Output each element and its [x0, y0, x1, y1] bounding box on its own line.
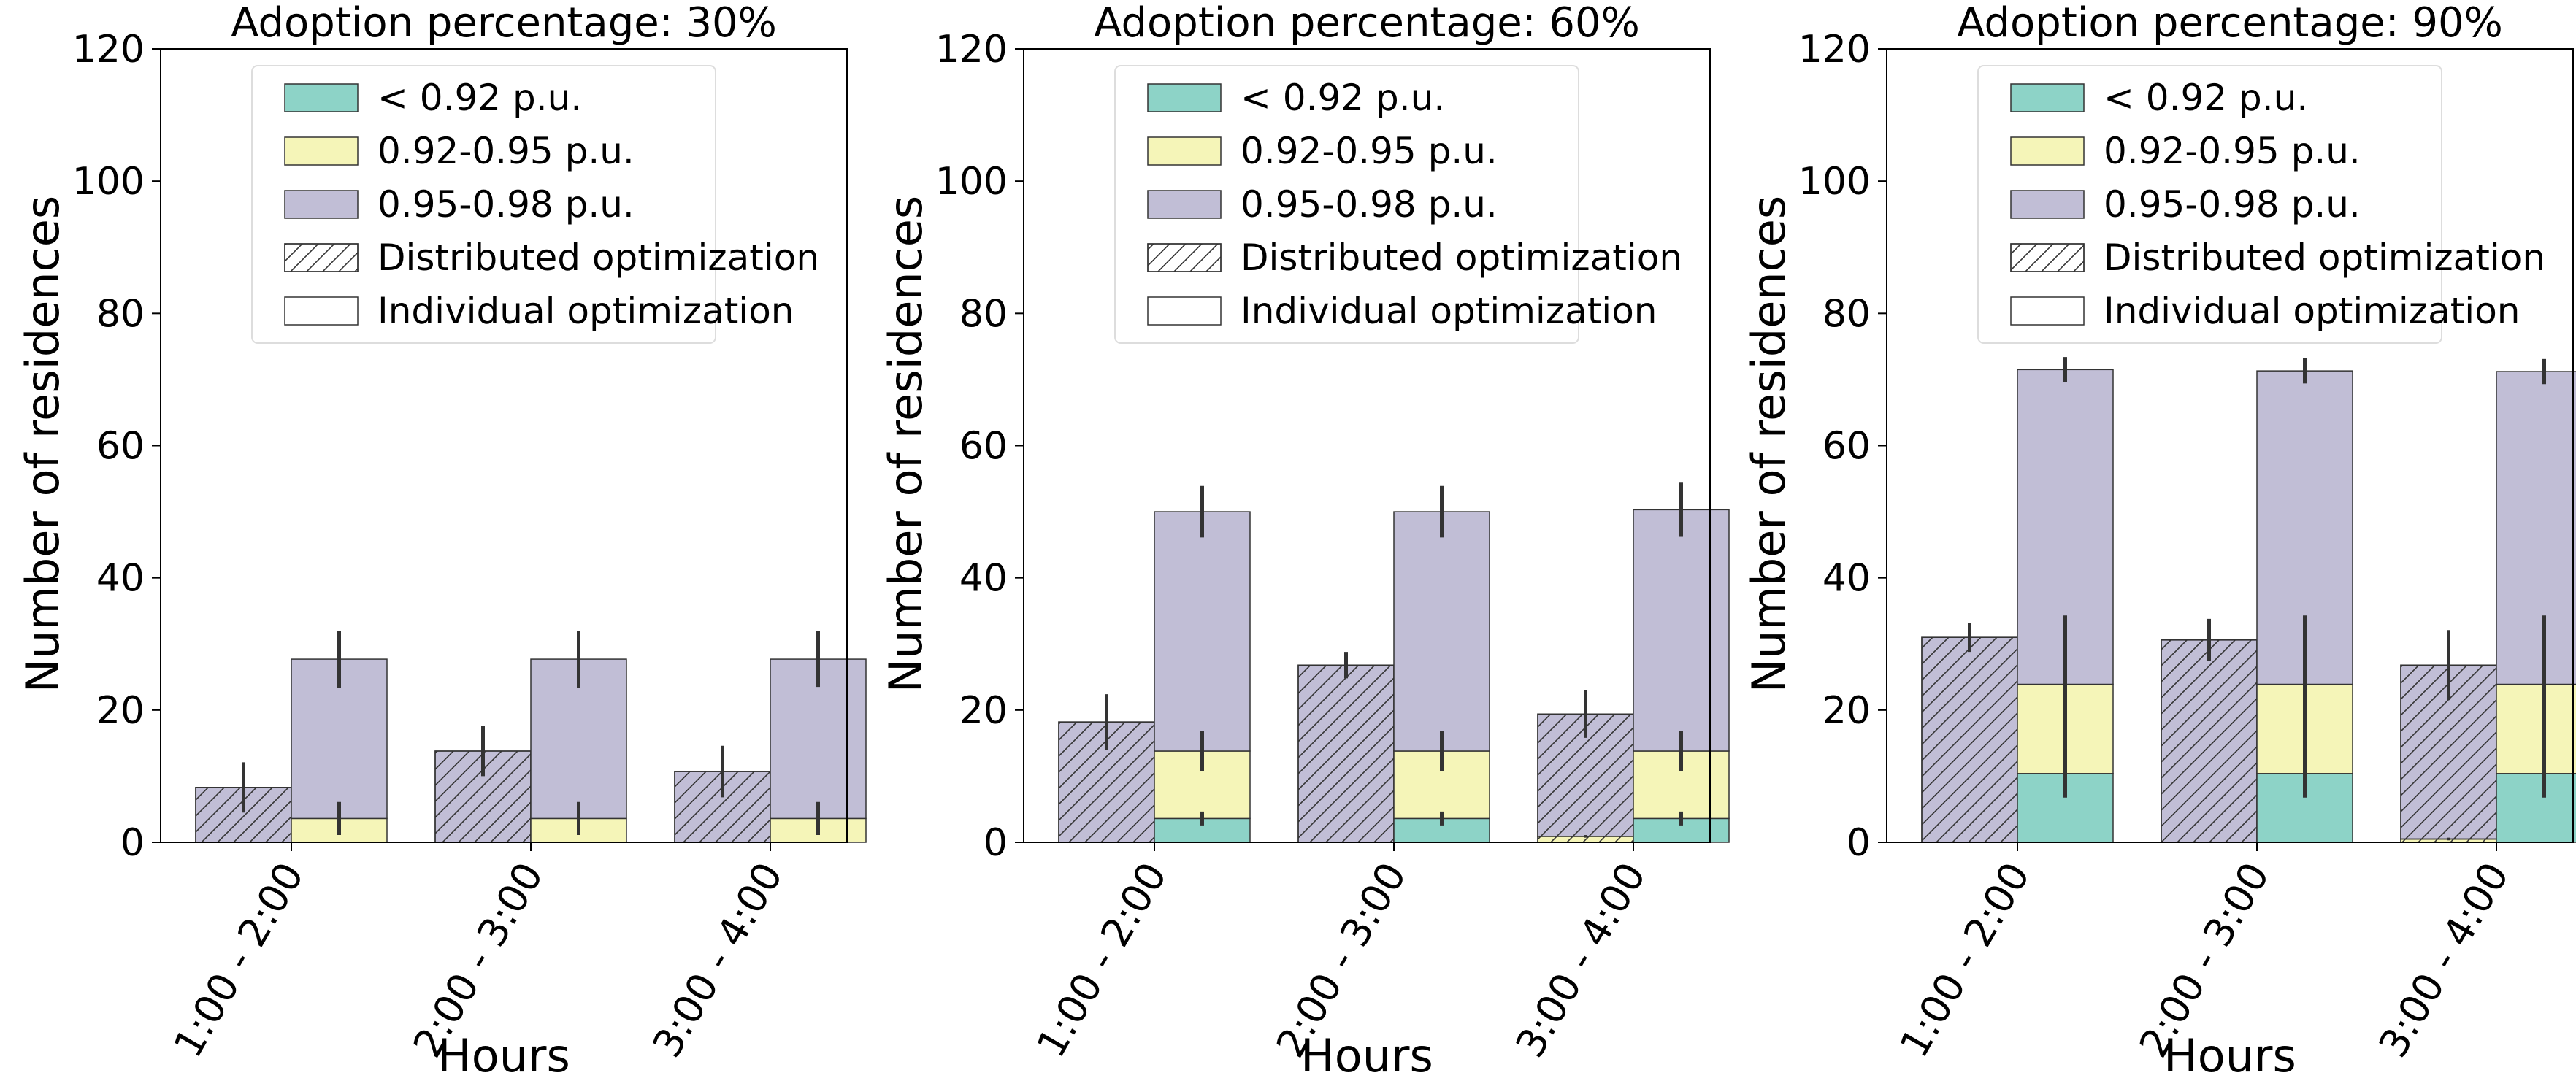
y-axis-label: Number of residences	[16, 196, 69, 693]
y-tick-label: 100	[72, 160, 145, 204]
legend-label: < 0.92 p.u.	[377, 77, 582, 119]
legend-swatch-hatch	[1147, 243, 1222, 272]
y-tick-label: 120	[935, 28, 1008, 72]
y-tick-label: 60	[96, 425, 145, 469]
bar-individual-b095_098	[1154, 511, 1251, 752]
legend-swatch	[284, 190, 359, 219]
y-tick-label: 20	[1822, 689, 1871, 733]
bar-hatch-distributed-b095_098	[2161, 639, 2258, 843]
chart-panel-2: Adoption percentage: 60% 0 20 40 60 80 100 120 N…	[879, 0, 1730, 1082]
bar-individual-b095_098	[1633, 509, 1730, 752]
x-tick-label: 1:00 - 2:00	[1028, 855, 1176, 1065]
legend-swatch	[284, 136, 359, 166]
legend-swatch	[1147, 83, 1222, 112]
x-axis-label: Hours	[437, 1029, 570, 1082]
y-tick-label: 0	[1847, 821, 1871, 865]
legend: < 0.92 p.u. 0.92-0.95 p.u. 0.95-0.98 p.u. D…	[1977, 65, 2545, 344]
legend-swatch	[1147, 296, 1222, 326]
legend-label: Distributed optimization	[377, 236, 819, 279]
y-tick-label: 120	[1798, 28, 1871, 72]
legend-swatch	[284, 83, 359, 112]
bar-individual-b095_098	[2496, 371, 2576, 685]
x-tick-label: 3:00 - 4:00	[2370, 855, 2518, 1065]
y-tick-label: 100	[1798, 160, 1871, 204]
x-axis-label: Hours	[1300, 1029, 1433, 1082]
bar-hatch-distributed-b095_098	[1921, 636, 2018, 843]
y-tick-label: 40	[959, 557, 1008, 601]
y-tick-label: 0	[120, 821, 145, 865]
legend: < 0.92 p.u. 0.92-0.95 p.u. 0.95-0.98 p.u. D…	[1114, 65, 1682, 344]
y-tick-label: 20	[96, 689, 145, 733]
chart-title: Adoption percentage: 30%	[231, 0, 777, 47]
chart-panel-1: Adoption percentage: 30% 0 20 40 60 80 100 120 N…	[16, 0, 867, 1082]
bar-individual-lt092	[2496, 773, 2576, 843]
x-axis-label: Hours	[2163, 1029, 2296, 1082]
plot-frame	[1023, 48, 1711, 843]
plot-frame	[160, 48, 848, 843]
y-tick-label: 80	[96, 292, 145, 336]
bar-hatch-distributed-b095_098	[1297, 664, 1395, 843]
chart-title: Adoption percentage: 90%	[1957, 0, 2503, 47]
y-tick-label: 40	[96, 557, 145, 601]
y-tick-label: 20	[959, 689, 1008, 733]
legend-box	[1114, 65, 1579, 344]
legend-swatch	[2010, 136, 2085, 166]
legend-label: 0.95-0.98 p.u.	[1241, 183, 1498, 226]
y-tick-label: 40	[1822, 557, 1871, 601]
legend-label: 0.92-0.95 p.u.	[1241, 130, 1498, 172]
legend-box	[1977, 65, 2442, 344]
legend-label: < 0.92 p.u.	[2104, 77, 2308, 119]
y-axis-label: Number of residences	[879, 196, 932, 693]
chart-panel-3: Adoption percentage: 90% 0 20 40 60 80 100 120 N…	[1742, 0, 2576, 1082]
y-tick-label: 120	[72, 28, 145, 72]
legend-label: 0.92-0.95 p.u.	[2104, 130, 2361, 172]
bar-individual-b092_095	[2496, 683, 2576, 774]
x-tick-label: 1:00 - 2:00	[165, 855, 313, 1065]
legend-swatch	[1147, 136, 1222, 166]
legend-swatch-hatch	[284, 243, 359, 272]
x-tick-label: 1:00 - 2:00	[1891, 855, 2039, 1065]
legend-swatch-hatch	[2010, 243, 2085, 272]
legend-label: Individual optimization	[2104, 290, 2520, 332]
legend: < 0.92 p.u. 0.92-0.95 p.u. 0.95-0.98 p.u. D…	[251, 65, 819, 344]
y-tick-label: 80	[959, 292, 1008, 336]
legend-swatch	[2010, 296, 2085, 326]
legend-swatch	[2010, 190, 2085, 219]
y-tick-label: 0	[984, 821, 1008, 865]
chart-title: Adoption percentage: 60%	[1094, 0, 1640, 47]
x-tick-label: 3:00 - 4:00	[644, 855, 792, 1065]
y-axis-label: Number of residences	[1742, 196, 1795, 693]
legend-box	[251, 65, 716, 344]
plot-frame	[1886, 48, 2574, 843]
y-tick-label: 100	[935, 160, 1008, 204]
legend-label: 0.95-0.98 p.u.	[2104, 183, 2361, 226]
legend-swatch	[284, 296, 359, 326]
legend-label: Individual optimization	[377, 290, 794, 332]
y-tick-label: 60	[959, 425, 1008, 469]
legend-label: Distributed optimization	[1241, 236, 1682, 279]
legend-label: Distributed optimization	[2104, 236, 2545, 279]
y-tick-label: 80	[1822, 292, 1871, 336]
legend-label: 0.95-0.98 p.u.	[377, 183, 635, 226]
legend-label: < 0.92 p.u.	[1241, 77, 1445, 119]
legend-swatch	[1147, 190, 1222, 219]
legend-label: Individual optimization	[1241, 290, 1657, 332]
bar-individual-b095_098	[291, 658, 388, 820]
legend-label: 0.92-0.95 p.u.	[377, 130, 635, 172]
bar-individual-b095_098	[1393, 511, 1490, 752]
y-tick-label: 60	[1822, 425, 1871, 469]
legend-swatch	[2010, 83, 2085, 112]
x-tick-label: 3:00 - 4:00	[1507, 855, 1655, 1065]
